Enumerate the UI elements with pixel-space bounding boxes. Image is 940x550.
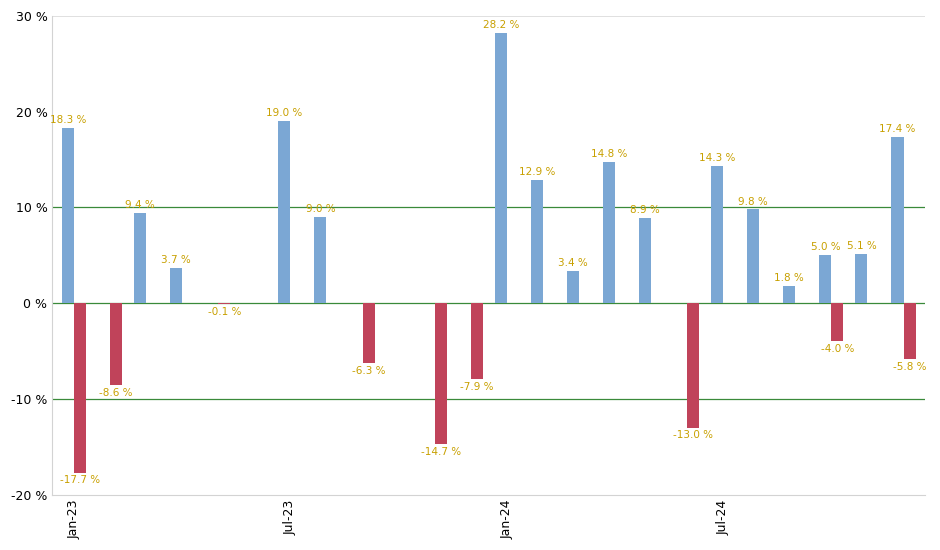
Text: 14.8 %: 14.8 %: [590, 148, 627, 159]
Bar: [820, 255, 831, 303]
Text: -4.0 %: -4.0 %: [821, 344, 854, 354]
Text: 3.4 %: 3.4 %: [558, 258, 588, 268]
Bar: [891, 136, 903, 303]
Text: 1.8 %: 1.8 %: [775, 273, 804, 283]
Bar: [74, 303, 86, 472]
Text: 5.0 %: 5.0 %: [810, 243, 840, 252]
Bar: [314, 217, 326, 303]
Text: -17.7 %: -17.7 %: [60, 475, 100, 486]
Bar: [218, 303, 230, 304]
Text: 9.4 %: 9.4 %: [125, 200, 155, 210]
Bar: [783, 286, 795, 303]
Text: -0.1 %: -0.1 %: [208, 307, 241, 317]
Text: 19.0 %: 19.0 %: [266, 108, 303, 118]
Bar: [134, 213, 146, 303]
Text: 14.3 %: 14.3 %: [699, 153, 735, 163]
Text: -7.9 %: -7.9 %: [460, 382, 494, 392]
Text: -6.3 %: -6.3 %: [352, 366, 385, 376]
Text: 9.8 %: 9.8 %: [738, 196, 768, 206]
Text: 18.3 %: 18.3 %: [50, 115, 86, 125]
Text: -8.6 %: -8.6 %: [100, 388, 133, 398]
Bar: [639, 218, 651, 303]
Bar: [363, 303, 375, 364]
Bar: [494, 34, 507, 303]
Bar: [711, 166, 723, 303]
Text: 5.1 %: 5.1 %: [847, 241, 876, 251]
Bar: [62, 128, 74, 303]
Bar: [747, 210, 760, 303]
Bar: [278, 122, 290, 303]
Bar: [170, 268, 182, 303]
Bar: [531, 180, 542, 303]
Text: -14.7 %: -14.7 %: [420, 447, 461, 456]
Text: 12.9 %: 12.9 %: [519, 167, 555, 177]
Bar: [855, 254, 868, 303]
Text: 28.2 %: 28.2 %: [482, 20, 519, 30]
Text: 17.4 %: 17.4 %: [879, 124, 916, 134]
Text: 8.9 %: 8.9 %: [630, 205, 660, 215]
Text: 3.7 %: 3.7 %: [162, 255, 191, 265]
Bar: [471, 303, 483, 379]
Text: -5.8 %: -5.8 %: [893, 361, 926, 372]
Bar: [567, 271, 579, 303]
Bar: [903, 303, 916, 359]
Text: 9.0 %: 9.0 %: [306, 204, 336, 214]
Bar: [434, 303, 446, 444]
Bar: [110, 303, 122, 386]
Bar: [603, 162, 615, 303]
Bar: [687, 303, 699, 427]
Text: -13.0 %: -13.0 %: [673, 431, 713, 441]
Bar: [831, 303, 843, 342]
